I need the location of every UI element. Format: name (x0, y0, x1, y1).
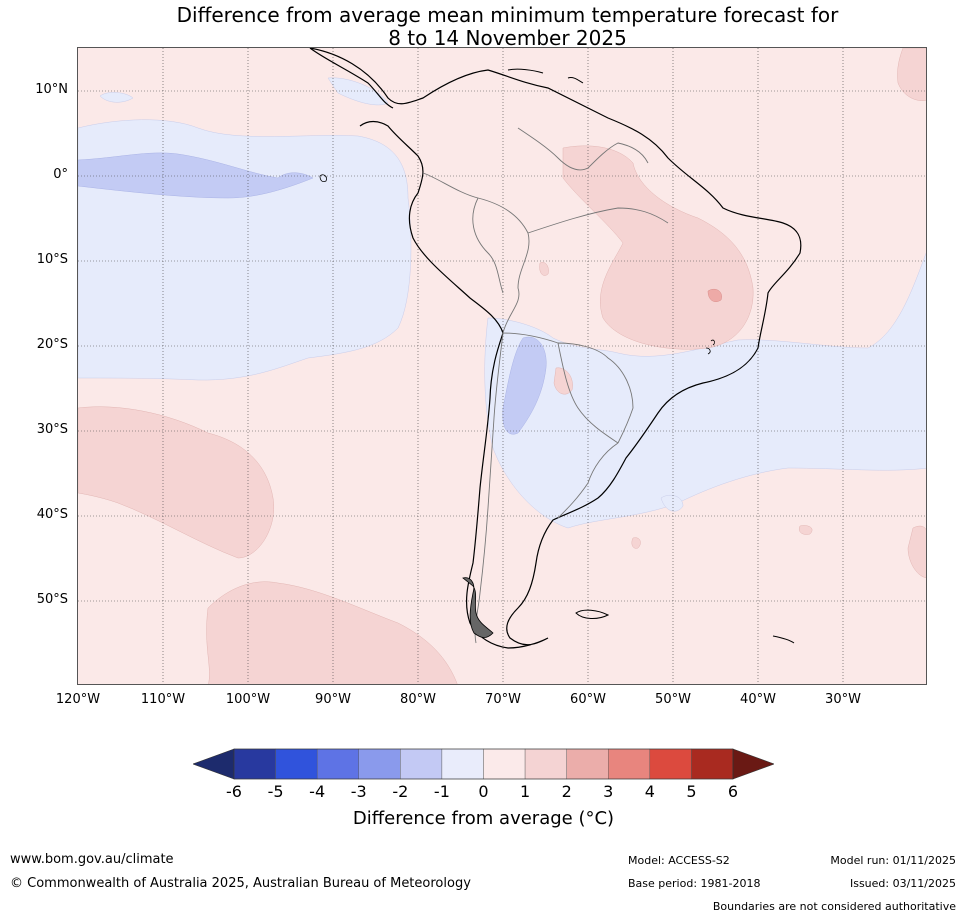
colorbar-tick-label: -1 (433, 782, 450, 801)
colorbar-tick-label: 2 (561, 782, 572, 801)
footer-model-run: Model run: 01/11/2025 (830, 854, 956, 867)
warm-region-east-atlantic (907, 525, 926, 578)
warm-region-southwest-pacific (78, 406, 275, 559)
cool-blob-atlantic (660, 495, 684, 512)
country-borders (422, 127, 669, 519)
lon-label-60w: 60°W (570, 692, 606, 707)
warm-region-south-pacific (206, 581, 458, 684)
caribbean-islands (507, 68, 584, 84)
lat-label-30s: 30°S (36, 422, 68, 437)
lon-label-120w: 120°W (55, 692, 101, 707)
colorbar-tick-label: 1 (519, 782, 531, 801)
map-svg (78, 48, 926, 684)
colorbar (193, 748, 774, 780)
warm-region-ne-corner (897, 48, 926, 101)
lon-label-110w: 110°W (140, 692, 186, 707)
colorbar-tick-label: 0 (478, 782, 489, 801)
lat-label-20s: 20°S (36, 337, 68, 352)
galapagos-islands (319, 174, 327, 183)
colorbar-segment (649, 748, 692, 780)
lat-label-10s: 10°S (36, 252, 68, 267)
south-georgia (772, 635, 795, 644)
cool-region-pacific-north (327, 77, 389, 106)
warm-region-paraguay (553, 367, 573, 395)
colorbar-tick-label: -5 (267, 782, 284, 801)
colorbar-tick-label: -3 (350, 782, 367, 801)
lat-label-10n: 10°N (35, 82, 68, 97)
colorbar-tick-label: -6 (226, 782, 242, 801)
colorbar-tick-label: -2 (392, 782, 409, 801)
colorbar-segment (316, 748, 359, 780)
title-line-1: Difference from average mean minimum tem… (176, 3, 839, 27)
lon-label-90w: 90°W (315, 692, 351, 707)
colorbar-over-arrow (732, 748, 774, 780)
colorbar-segment (524, 748, 567, 780)
cool-core-andes (502, 336, 547, 435)
colorbar-tick-label: 5 (686, 782, 697, 801)
warm-blob-small (631, 537, 641, 549)
cool-region-south-america (484, 252, 926, 529)
south-america-coastline (309, 48, 802, 649)
chilean-fjords (462, 577, 494, 638)
warm-core-brazil (707, 288, 722, 302)
lat-label-0: 0° (53, 167, 68, 182)
colorbar-segment (483, 748, 526, 780)
footer-base-period: Base period: 1981-2018 (628, 877, 761, 890)
colorbar-tick-label: 3 (603, 782, 614, 801)
central-america-coastline (309, 48, 394, 109)
colorbar-under-arrow (193, 748, 235, 780)
footer-model: Model: ACCESS-S2 (628, 854, 730, 867)
colorbar-tick-label: 4 (644, 782, 655, 801)
colorbar-tick-label: -4 (309, 782, 326, 801)
lat-label-40s: 40°S (36, 507, 68, 522)
colorbar-segments (233, 748, 734, 780)
footer-website: www.bom.gov.au/climate (10, 852, 174, 867)
colorbar-segment (358, 748, 401, 780)
warm-blob-small-2 (799, 525, 813, 535)
colorbar-segment (566, 748, 609, 780)
falkland-islands (575, 609, 610, 619)
colorbar-segment (441, 748, 484, 780)
graticule (78, 48, 926, 684)
colorbar-segment (608, 748, 651, 780)
colorbar-segment (691, 748, 734, 780)
colorbar-segment (275, 748, 318, 780)
lon-label-40w: 40°W (740, 692, 776, 707)
lon-label-100w: 100°W (225, 692, 271, 707)
forecast-map (77, 47, 927, 685)
colorbar-segment (400, 748, 443, 780)
cool-region-north (99, 92, 134, 103)
cool-core-equator (78, 152, 314, 199)
lon-label-70w: 70°W (485, 692, 521, 707)
lon-label-50w: 50°W (655, 692, 691, 707)
footer-issued: Issued: 03/11/2025 (849, 877, 956, 890)
lon-label-80w: 80°W (400, 692, 436, 707)
lat-label-50s: 50°S (36, 592, 68, 607)
title-line-2: 8 to 14 November 2025 (388, 26, 627, 50)
colorbar-label: Difference from average (°C) (352, 808, 615, 829)
warm-region-brazil (562, 145, 754, 350)
small-island-marks (705, 339, 715, 355)
footer-copyright: © Commonwealth of Australia 2025, Austra… (10, 876, 471, 891)
colorbar-tick-label: 6 (727, 782, 739, 801)
chart-title: Difference from average mean minimum tem… (0, 4, 965, 50)
colorbar-segment (233, 748, 276, 780)
chile-argentina-border (474, 332, 504, 644)
warm-region-amazon-north (539, 262, 549, 276)
lon-label-30w: 30°W (825, 692, 861, 707)
footer-disclaimer: Boundaries are not considered authoritat… (712, 900, 956, 913)
